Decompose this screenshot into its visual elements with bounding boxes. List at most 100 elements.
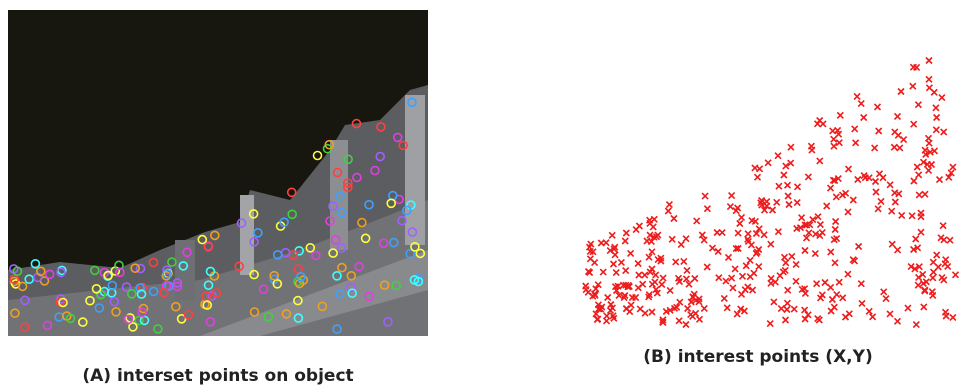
- point-marker: [764, 199, 770, 205]
- point-marker: [861, 115, 867, 121]
- point-marker: [889, 241, 895, 247]
- point-marker: [889, 208, 895, 214]
- point-marker: [824, 203, 830, 209]
- point-marker: [739, 291, 745, 297]
- point-marker: [778, 306, 784, 312]
- point-marker: [659, 282, 665, 288]
- point-marker: [950, 164, 956, 170]
- caption: (A) interset points on object: [82, 366, 353, 386]
- point-marker: [901, 137, 907, 143]
- point-marker: [905, 305, 911, 311]
- point-marker: [665, 208, 671, 214]
- point-marker: [735, 230, 741, 236]
- tower: [405, 95, 425, 245]
- point-marker: [815, 214, 821, 220]
- point-marker: [892, 199, 898, 205]
- point-marker: [649, 249, 655, 255]
- point-marker: [926, 76, 932, 82]
- point-marker: [785, 193, 791, 199]
- point-marker: [929, 162, 935, 168]
- scatter-panel: [583, 58, 959, 328]
- point-marker: [756, 264, 762, 270]
- point-marker: [926, 167, 932, 173]
- point-marker: [604, 318, 610, 324]
- point-marker: [940, 223, 946, 229]
- point-marker: [887, 311, 893, 317]
- point-marker: [613, 270, 619, 276]
- point-marker: [715, 249, 721, 255]
- point-marker: [600, 269, 606, 275]
- point-marker: [866, 308, 872, 314]
- photo-panel: [8, 10, 428, 336]
- point-marker: [747, 257, 753, 263]
- point-marker: [642, 310, 648, 316]
- point-marker: [701, 305, 707, 311]
- point-marker: [618, 259, 624, 265]
- point-marker: [953, 272, 959, 278]
- point-marker: [937, 177, 943, 183]
- point-marker: [832, 227, 838, 233]
- point-marker: [947, 237, 953, 243]
- point-marker: [683, 236, 689, 242]
- point-marker: [918, 229, 924, 235]
- point-marker: [727, 204, 733, 210]
- point-marker: [933, 105, 939, 111]
- point-marker: [837, 112, 843, 118]
- point-marker: [858, 281, 864, 287]
- point-marker: [734, 311, 740, 317]
- point-marker: [724, 305, 730, 311]
- point-marker: [633, 227, 639, 233]
- point-marker: [878, 198, 884, 204]
- point-marker: [921, 304, 927, 310]
- point-marker: [699, 232, 705, 238]
- point-marker: [740, 273, 746, 279]
- point-marker: [875, 104, 881, 110]
- point-marker: [795, 184, 801, 190]
- point-marker: [673, 259, 679, 265]
- point-marker: [883, 296, 889, 302]
- point-marker: [768, 241, 774, 247]
- point-marker: [650, 224, 656, 230]
- point-marker: [737, 221, 743, 227]
- point-marker: [598, 240, 604, 246]
- point-marker: [808, 143, 814, 149]
- point-marker: [782, 254, 788, 260]
- point-marker: [667, 287, 673, 293]
- point-marker: [716, 275, 722, 281]
- point-marker: [623, 268, 629, 274]
- point-marker: [770, 207, 776, 213]
- point-marker: [651, 216, 657, 222]
- point-marker: [941, 129, 947, 135]
- point-marker: [846, 166, 852, 172]
- page: (A) interset points on object (B) intere…: [0, 0, 961, 390]
- point-marker: [870, 314, 876, 320]
- point-marker: [784, 307, 790, 313]
- point-marker: [802, 307, 808, 313]
- point-marker: [817, 158, 823, 164]
- point-marker: [898, 89, 904, 95]
- point-marker: [609, 232, 615, 238]
- point-marker: [783, 260, 789, 266]
- point-marker: [913, 322, 919, 328]
- point-marker: [859, 300, 865, 306]
- point-marker: [652, 279, 658, 285]
- point-marker: [612, 252, 618, 258]
- point-marker: [938, 235, 944, 241]
- point-marker: [719, 230, 725, 236]
- point-marker: [666, 202, 672, 208]
- point-marker: [669, 236, 675, 242]
- point-marker: [926, 58, 932, 64]
- point-marker: [726, 254, 732, 260]
- point-marker: [721, 295, 727, 301]
- point-marker: [636, 272, 642, 278]
- point-marker: [628, 302, 634, 308]
- point-marker: [887, 182, 893, 188]
- point-marker: [692, 276, 698, 282]
- point-marker: [856, 244, 862, 250]
- point-marker: [704, 264, 710, 270]
- point-marker: [915, 282, 921, 288]
- point-marker: [653, 272, 659, 278]
- figure: (A) interset points on object (B) intere…: [0, 0, 961, 390]
- point-marker: [836, 279, 842, 285]
- point-marker: [892, 129, 898, 135]
